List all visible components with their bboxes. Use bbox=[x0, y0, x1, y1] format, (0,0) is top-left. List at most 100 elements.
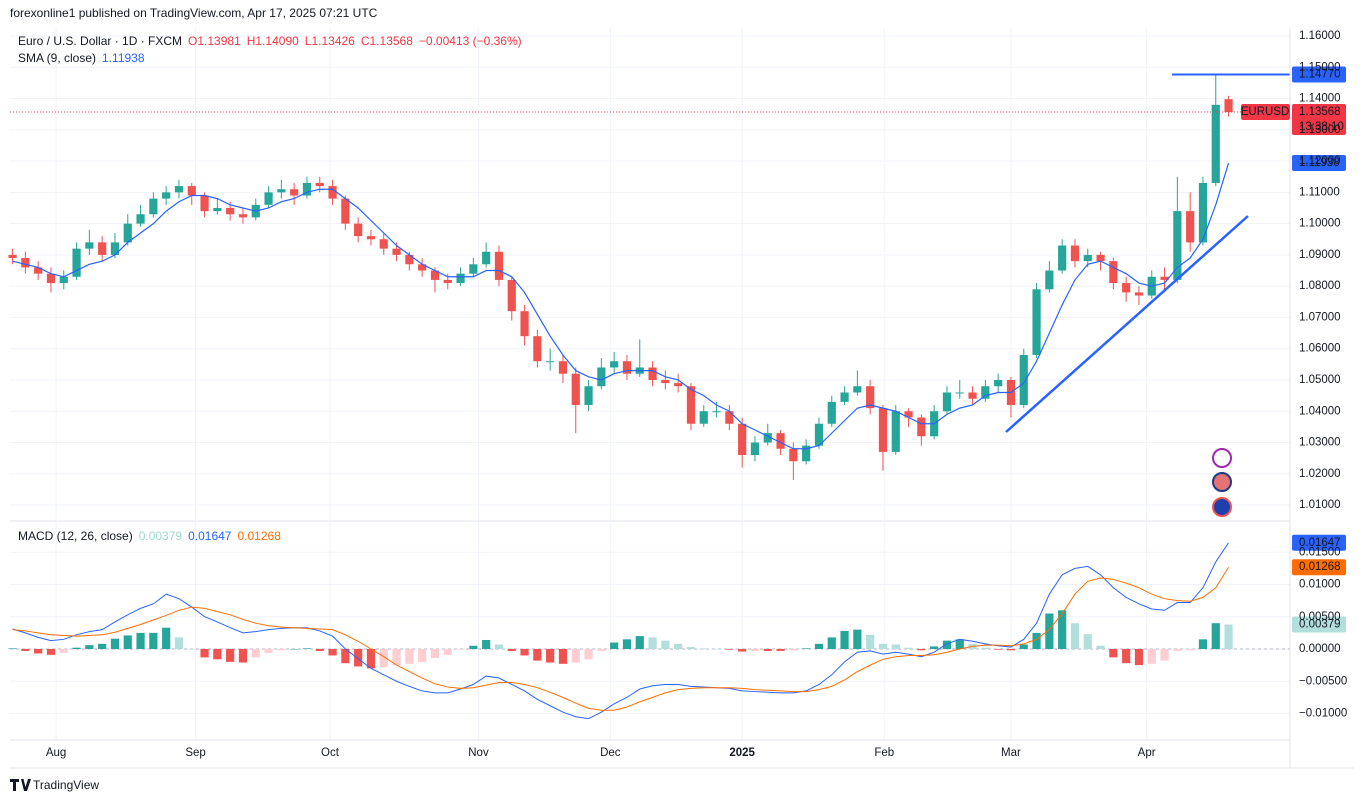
histogram-bar bbox=[942, 640, 952, 649]
macd-line bbox=[12, 566, 1229, 711]
indicator-tag-label: 0.00379 bbox=[1299, 619, 1341, 631]
y-tick-label: −0.00500 bbox=[1299, 675, 1347, 687]
x-tick-label: Oct bbox=[321, 747, 340, 759]
last-price-label: 1.13568 bbox=[1299, 106, 1341, 118]
macd-legend: MACD (12, 26, close) 0.00379 0.01647 0.0126… bbox=[18, 529, 281, 543]
histogram-bar bbox=[328, 648, 337, 656]
histogram-bar bbox=[98, 643, 107, 649]
histogram-bar bbox=[546, 648, 555, 663]
indicator-tag bbox=[1292, 534, 1346, 551]
histogram-bar bbox=[853, 629, 862, 649]
histogram-bar bbox=[341, 648, 350, 664]
candle-body bbox=[853, 386, 862, 393]
histogram-bar bbox=[622, 639, 632, 649]
histogram-bar bbox=[264, 648, 273, 653]
candle-body bbox=[1019, 354, 1028, 405]
candle-body bbox=[226, 207, 235, 215]
histogram-bar bbox=[507, 648, 516, 651]
candle-body bbox=[1134, 292, 1144, 296]
histogram-bar bbox=[251, 648, 260, 658]
x-tick-label: Mar bbox=[1001, 747, 1021, 759]
candle-body bbox=[712, 411, 721, 413]
price-tag-label: 1.14770 bbox=[1299, 68, 1341, 80]
candle-body bbox=[1198, 182, 1208, 243]
y-tick-label: −0.01000 bbox=[1299, 708, 1347, 720]
histogram-bar bbox=[955, 639, 964, 649]
candle-body bbox=[418, 264, 427, 271]
x-tick-label: Feb bbox=[874, 747, 894, 759]
histogram-bar bbox=[584, 648, 593, 660]
candle-body bbox=[174, 186, 184, 193]
candle-body bbox=[136, 214, 145, 224]
symbol-title: Euro / U.S. Dollar · 1D · FXCM bbox=[18, 34, 182, 48]
histogram-bar bbox=[878, 643, 888, 649]
last-price-tag bbox=[1292, 104, 1346, 136]
x-tick-label: Apr bbox=[1138, 747, 1156, 759]
histogram-bar bbox=[21, 648, 30, 651]
histogram-bar bbox=[482, 639, 491, 649]
histogram-bar bbox=[1019, 644, 1028, 649]
candle-body bbox=[571, 373, 580, 405]
candle-body bbox=[85, 242, 94, 249]
histogram-bar bbox=[85, 645, 94, 649]
us-flag-icon[interactable] bbox=[1212, 472, 1232, 492]
candle-body bbox=[789, 448, 798, 462]
histogram-bar bbox=[635, 636, 644, 649]
histogram-bar bbox=[379, 648, 388, 668]
candle-body bbox=[648, 367, 657, 380]
y-tick-label: 1.09000 bbox=[1299, 249, 1341, 261]
histogram-bar bbox=[302, 648, 312, 649]
y-tick-label: 1.15000 bbox=[1299, 61, 1341, 73]
candle-body bbox=[1109, 261, 1118, 284]
ohlc-values: O1.13981 H1.14090 L1.13426 C1.13568 −0.00413… bbox=[188, 34, 522, 48]
sma-legend: SMA (9, close) 1.11938 bbox=[18, 51, 145, 65]
candle-body bbox=[72, 248, 81, 277]
candle-body bbox=[443, 279, 452, 284]
candle-body bbox=[546, 361, 555, 363]
candle-body bbox=[354, 223, 363, 237]
y-tick-label: 1.11000 bbox=[1299, 186, 1340, 198]
histogram-bar bbox=[162, 627, 171, 649]
candle-body bbox=[994, 379, 1003, 387]
candle-body bbox=[149, 198, 158, 215]
histogram-bar bbox=[443, 648, 452, 655]
y-tick-label: 1.12000 bbox=[1299, 155, 1341, 167]
candle-body bbox=[110, 242, 120, 255]
candle-body bbox=[405, 254, 414, 265]
event-icon[interactable] bbox=[1212, 448, 1232, 468]
candle-body bbox=[1070, 245, 1080, 262]
histogram-bar bbox=[174, 637, 184, 649]
x-tick-label: Aug bbox=[46, 747, 66, 759]
histogram-bar bbox=[814, 643, 824, 649]
price-tag bbox=[1292, 66, 1346, 83]
candle-body bbox=[840, 392, 849, 402]
candle-body bbox=[827, 401, 836, 424]
y-tick-label: 1.06000 bbox=[1299, 343, 1341, 355]
candle-body bbox=[21, 258, 30, 268]
candle-body bbox=[699, 411, 708, 424]
histogram-bar bbox=[430, 648, 440, 659]
candle-body bbox=[942, 392, 952, 412]
indicator-tag bbox=[1292, 616, 1346, 633]
candle-body bbox=[277, 189, 286, 193]
candle-body bbox=[520, 311, 529, 337]
candle-body bbox=[904, 411, 913, 418]
candle-body bbox=[392, 248, 401, 255]
sma-tag-label: 1.11938 bbox=[1299, 157, 1340, 169]
candle-body bbox=[686, 386, 696, 424]
eu-flag-icon[interactable] bbox=[1212, 497, 1232, 517]
candle-body bbox=[878, 408, 888, 452]
macd-value: 0.01647 bbox=[188, 529, 232, 543]
candle-body bbox=[328, 186, 337, 199]
sma-line bbox=[12, 162, 1230, 450]
candle-body bbox=[46, 273, 56, 284]
histogram-bar bbox=[1070, 623, 1080, 649]
y-tick-label: 1.08000 bbox=[1299, 280, 1341, 292]
histogram-bar bbox=[123, 635, 132, 649]
candle-body bbox=[1160, 276, 1169, 280]
histogram-bar bbox=[674, 643, 683, 649]
histogram-bar bbox=[558, 648, 568, 664]
histogram-bar bbox=[1096, 645, 1105, 649]
y-tick-label: 1.03000 bbox=[1299, 437, 1341, 449]
candle-body bbox=[123, 223, 132, 243]
